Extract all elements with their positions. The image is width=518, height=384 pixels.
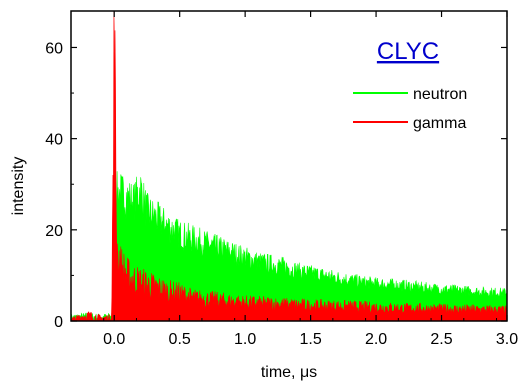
x-tick-label: 0.0 [103, 331, 125, 348]
y-axis-label: intensity [10, 157, 27, 216]
series-neutron-area [70, 171, 508, 322]
y-tick-label: 40 [45, 132, 63, 149]
y-tick-label: 0 [54, 314, 63, 331]
x-tick-label: 1.0 [234, 331, 256, 348]
x-axis-label: time, μs [261, 364, 317, 381]
y-tick-label: 20 [45, 223, 63, 240]
chart-title: CLYC [377, 38, 439, 65]
x-tick-label: 2.0 [365, 331, 387, 348]
legend-gamma-label: gamma [413, 115, 466, 132]
x-tick-label: 2.5 [430, 331, 452, 348]
x-tick-label: 3.0 [496, 331, 518, 348]
y-tick-label: 60 [45, 40, 63, 57]
x-tick-label: 0.5 [169, 331, 191, 348]
plot-frame [70, 10, 508, 322]
series-gamma-area [70, 10, 508, 322]
legend: neutron gamma [353, 86, 467, 132]
x-tick-label: 1.5 [299, 331, 321, 348]
legend-neutron-label: neutron [413, 86, 467, 103]
